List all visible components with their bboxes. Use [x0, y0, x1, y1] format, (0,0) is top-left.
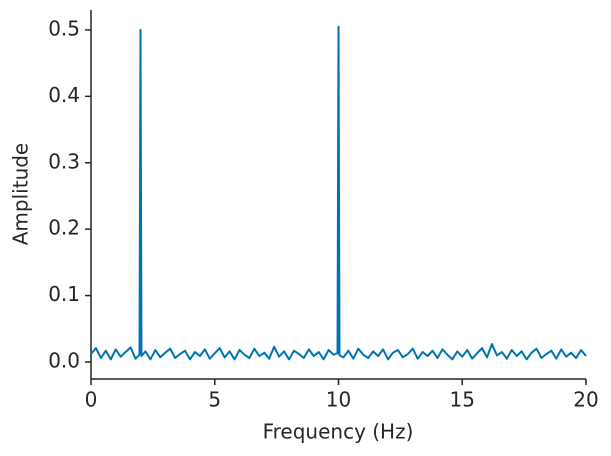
- y-tick-label: 0.5: [48, 16, 80, 40]
- y-axis-label: Amplitude: [9, 143, 33, 246]
- x-axis-label: Frequency (Hz): [263, 420, 414, 444]
- y-tick-label: 0.4: [48, 83, 80, 107]
- spectrum-line: [90, 25, 587, 361]
- x-tick-label: 15: [450, 388, 475, 412]
- y-tick-label: 0.3: [48, 149, 80, 173]
- x-tick-label: 20: [573, 388, 598, 412]
- x-tick-label: 5: [208, 388, 221, 412]
- y-tick-label: 0.1: [48, 282, 80, 306]
- y-tick-label: 0.0: [48, 348, 80, 372]
- y-tick-label: 0.2: [48, 216, 80, 240]
- x-tick-label: 10: [326, 388, 351, 412]
- x-tick-label: 0: [85, 388, 98, 412]
